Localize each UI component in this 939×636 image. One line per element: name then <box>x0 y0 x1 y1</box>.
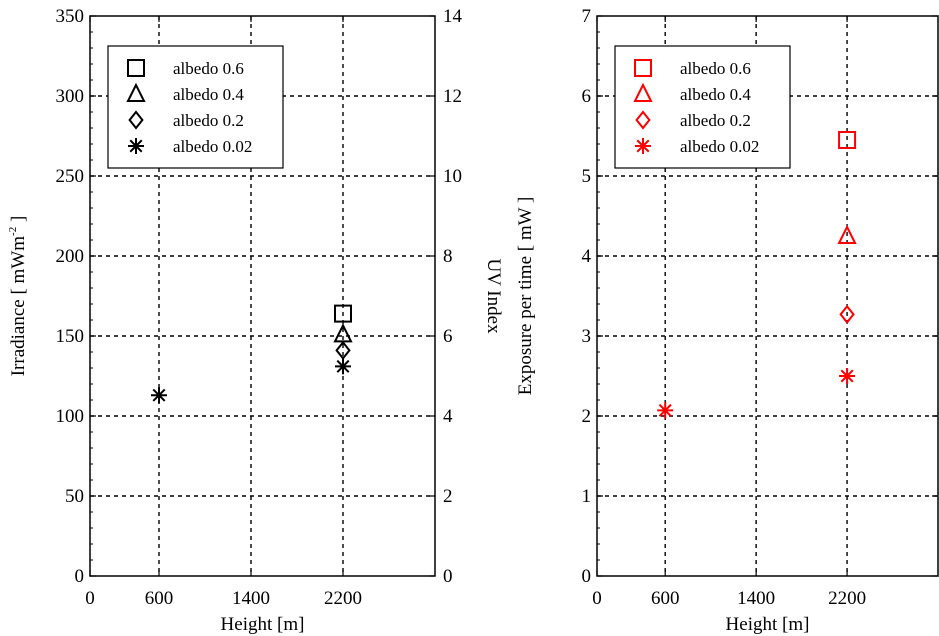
y-tick-label: 250 <box>56 166 85 187</box>
x-tick-label: 1400 <box>737 588 775 609</box>
x-tick-label: 0 <box>592 588 602 609</box>
y2-axis-label: UV Index <box>483 258 504 334</box>
data-point-asterisk <box>151 387 167 403</box>
y2-tick-label: 8 <box>443 246 453 267</box>
legend: albedo 0.6 albedo 0.4 albedo 0.2 albedo 0.0… <box>108 46 283 168</box>
y2-tick-label: 2 <box>443 486 453 507</box>
legend-label: albedo 0.6 <box>680 59 751 78</box>
y-tick-label: 1 <box>582 486 592 507</box>
y2-tick-label: 12 <box>443 86 462 107</box>
x-tick-label: 1400 <box>232 588 270 609</box>
y-tick-label: 7 <box>582 6 592 27</box>
y-axis-label: Irradiance [ mWm-2 ] <box>7 216 29 377</box>
y-tick-label: 3 <box>582 326 592 347</box>
legend-label: albedo 0.6 <box>173 59 244 78</box>
y-axis-label: Exposure per time [ mW ] <box>515 197 536 396</box>
chart-exposure: 0 1 2 3 4 5 6 7 0 600 1400 2200 Height [m] Exposure p… <box>515 6 938 635</box>
x-tick-label: 600 <box>145 588 174 609</box>
y2-tick-label: 0 <box>443 566 453 587</box>
y-tick-label: 50 <box>65 486 84 507</box>
legend-label: albedo 0.02 <box>173 137 252 156</box>
x-axis-label: Height [m] <box>726 614 810 635</box>
x-tick-label: 2200 <box>324 588 362 609</box>
data-point-asterisk <box>839 368 855 384</box>
y-tick-label: 5 <box>582 166 592 187</box>
y-tick-label: 0 <box>75 566 85 587</box>
y-axis-label-superscript: -2 <box>7 227 19 236</box>
legend-label: albedo 0.2 <box>173 111 244 130</box>
y-tick-label: 300 <box>56 86 85 107</box>
x-axis-label: Height [m] <box>221 614 305 635</box>
legend: albedo 0.6 albedo 0.4 albedo 0.2 albedo 0.0… <box>615 46 790 168</box>
y-tick-label: 100 <box>56 406 85 427</box>
legend-label: albedo 0.4 <box>680 85 751 104</box>
y-tick-label: 0 <box>582 566 592 587</box>
y2-tick-label: 4 <box>443 406 453 427</box>
y2-tick-label: 10 <box>443 166 462 187</box>
y-tick-label: 150 <box>56 326 85 347</box>
y-tick-label: 2 <box>582 406 592 427</box>
y2-tick-label: 14 <box>443 6 463 27</box>
y-axis-label-main: Irradiance [ mWm <box>8 236 29 377</box>
chart-irradiance: 0 50 100 150 200 250 300 350 0 600 1400 2200 0 2 4 6 8 10… <box>7 6 504 635</box>
y2-tick-label: 6 <box>443 326 453 347</box>
y-tick-label: 6 <box>582 86 592 107</box>
data-point-asterisk <box>657 402 673 418</box>
legend-marker-asterisk <box>128 138 144 154</box>
y-tick-label: 200 <box>56 246 85 267</box>
legend-label: albedo 0.4 <box>173 85 244 104</box>
y-tick-label: 4 <box>582 246 592 267</box>
x-tick-label: 2200 <box>828 588 866 609</box>
data-point-asterisk <box>335 358 351 374</box>
legend-marker-asterisk <box>635 138 651 154</box>
x-tick-label: 0 <box>85 588 95 609</box>
x-tick-label: 600 <box>651 588 680 609</box>
y-axis-label-close: ] <box>8 216 29 227</box>
legend-label: albedo 0.2 <box>680 111 751 130</box>
legend-label: albedo 0.02 <box>680 137 759 156</box>
y-axis-label-main: Exposure per time [ mW ] <box>515 197 536 396</box>
y-tick-label: 350 <box>56 6 85 27</box>
